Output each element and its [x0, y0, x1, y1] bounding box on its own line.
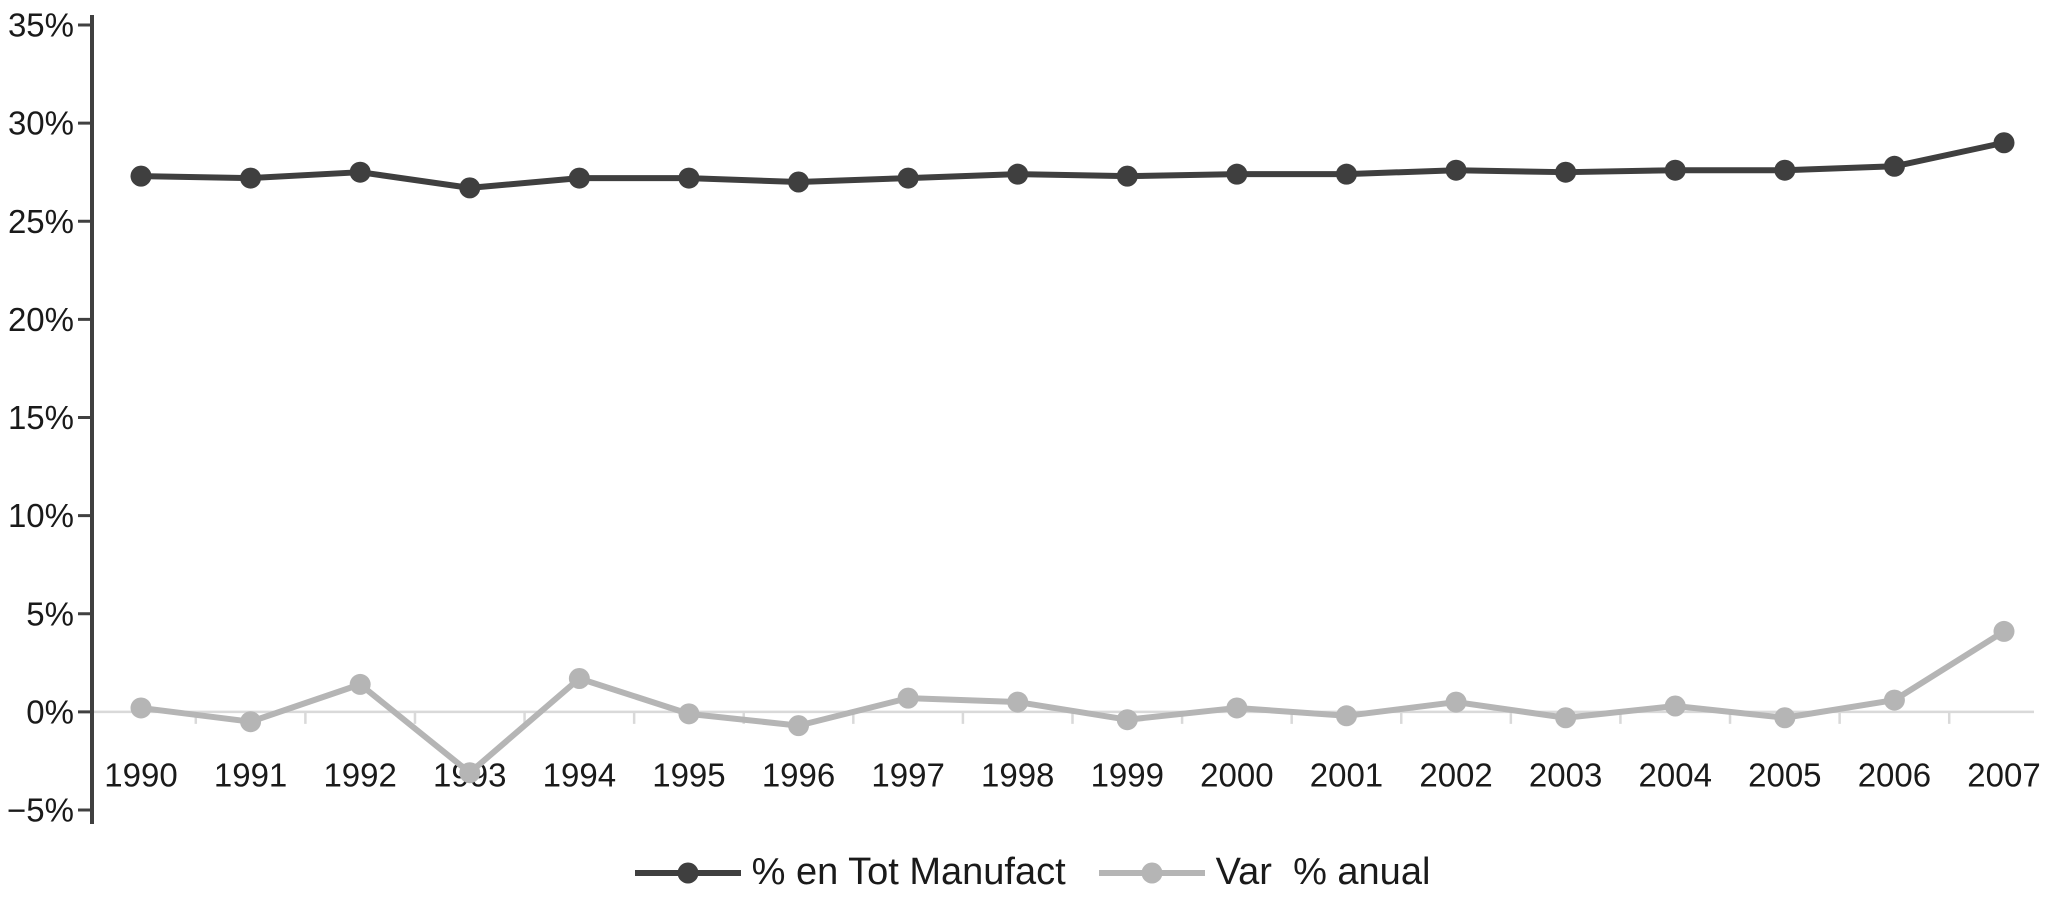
data-point — [1226, 163, 1248, 185]
data-point — [349, 161, 371, 183]
data-point — [1116, 709, 1138, 731]
x-axis-label: 1992 — [323, 757, 396, 794]
legend-label-var-anual: Var % anual — [1215, 851, 1431, 893]
x-axis-label: 2007 — [1967, 757, 2040, 794]
y-axis-label: 20% — [8, 301, 74, 338]
x-axis-label: 2004 — [1639, 757, 1712, 794]
legend-item-pct-tot-manufact: % en Tot Manufact — [632, 851, 1066, 894]
x-axis-label: 1998 — [981, 757, 1054, 794]
data-point — [568, 167, 590, 189]
x-axis-label: 1999 — [1091, 757, 1164, 794]
x-axis-label: 1995 — [652, 757, 725, 794]
legend-label-pct-tot-manufact: % en Tot Manufact — [751, 851, 1066, 893]
data-point — [1007, 691, 1029, 713]
data-point — [349, 673, 371, 695]
x-axis-label: 2000 — [1200, 757, 1273, 794]
line-marker-icon — [1098, 862, 1205, 883]
data-point — [240, 167, 262, 189]
y-axis-label: 25% — [8, 203, 74, 240]
x-axis-label: 1991 — [214, 757, 287, 794]
data-point — [1555, 161, 1577, 183]
x-axis-label: 2006 — [1858, 757, 1931, 794]
series-line-0 — [138, 139, 2007, 191]
data-point — [130, 697, 152, 719]
x-axis-label: 2002 — [1419, 757, 1492, 794]
data-point — [1445, 159, 1467, 181]
data-point — [897, 687, 919, 709]
data-point — [1774, 707, 1796, 729]
data-point — [568, 668, 590, 690]
data-point — [1116, 165, 1138, 187]
data-point — [459, 762, 481, 784]
data-point — [1774, 159, 1796, 181]
data-point — [1445, 691, 1467, 713]
data-point — [1555, 707, 1577, 729]
data-point — [1664, 695, 1686, 717]
x-axis-label: 1994 — [543, 757, 616, 794]
data-point — [1993, 620, 2015, 642]
data-point — [788, 715, 810, 737]
legend-item-var-anual: Var % anual — [1096, 851, 1431, 894]
data-point — [1883, 689, 1905, 711]
y-axis-label: 35% — [8, 7, 74, 44]
data-point — [1883, 155, 1905, 177]
x-axis-label: 2003 — [1529, 757, 1602, 794]
y-axis-label: 5% — [26, 595, 74, 632]
data-point — [130, 165, 152, 187]
data-point — [1335, 163, 1357, 185]
x-axis-label: 1996 — [762, 757, 835, 794]
data-point — [1226, 697, 1248, 719]
legend: % en Tot Manufact Var % anual — [0, 830, 2062, 915]
x-axis-label: 1990 — [104, 757, 177, 794]
data-point — [459, 177, 481, 199]
data-point — [1664, 159, 1686, 181]
x-axis-label: 1997 — [871, 757, 944, 794]
chart-plot-area: 35% 30% 25% 20% 15% 10% 5% 0% −5% 1990 1991 1992 199… — [7, 7, 2041, 829]
y-axis-label: −5% — [7, 792, 74, 829]
y-axis-label: 0% — [26, 693, 74, 730]
line-marker-icon — [634, 862, 741, 883]
data-point — [678, 703, 700, 725]
y-axis-label: 15% — [8, 399, 74, 436]
data-point — [1007, 163, 1029, 185]
data-point — [1993, 132, 2015, 154]
y-axis-label: 10% — [8, 497, 74, 534]
x-axis-label: 2001 — [1310, 757, 1383, 794]
data-point — [678, 167, 700, 189]
y-axis-label: 30% — [8, 105, 74, 142]
series-line-1 — [138, 628, 2007, 776]
data-point — [788, 171, 810, 193]
data-point — [1335, 705, 1357, 727]
data-point — [897, 167, 919, 189]
x-axis-label: 2005 — [1748, 757, 1821, 794]
data-point — [240, 711, 262, 733]
